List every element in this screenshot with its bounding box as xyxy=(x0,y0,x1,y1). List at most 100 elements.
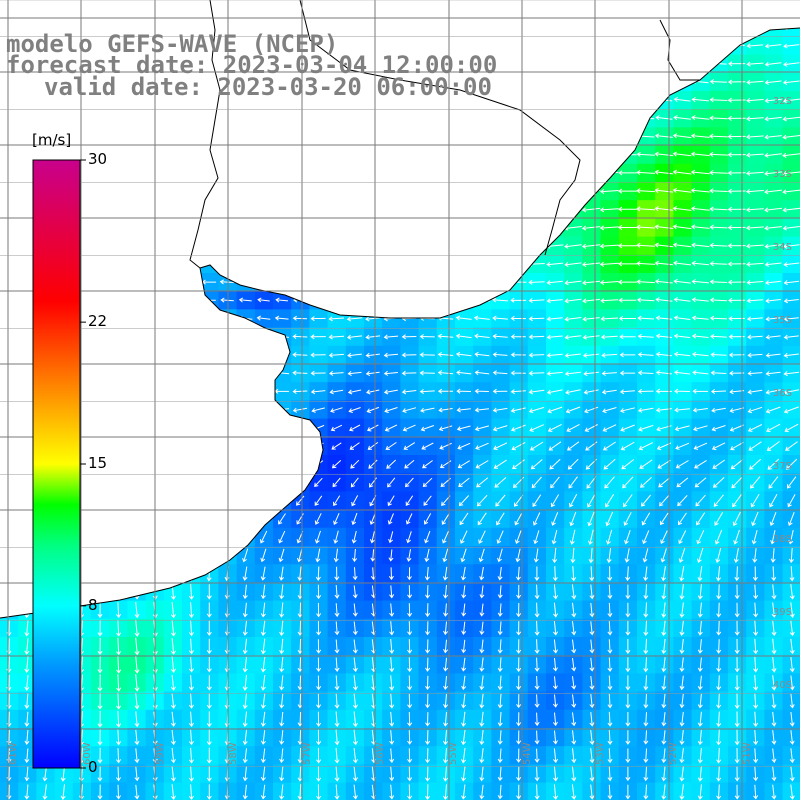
wind-arrow xyxy=(582,262,601,268)
wind-arrow xyxy=(292,151,308,157)
wind-arrow xyxy=(589,748,595,764)
wind-arrow xyxy=(110,334,126,340)
wind-arrow xyxy=(128,116,144,122)
wind-arrow xyxy=(256,115,271,121)
wind-arrow xyxy=(110,279,126,285)
wind-cell xyxy=(236,345,256,365)
wind-arrow xyxy=(582,116,600,122)
wind-arrow xyxy=(492,315,508,321)
wind-cell xyxy=(346,0,365,19)
wind-arrow xyxy=(365,298,381,304)
wind-arrow xyxy=(510,407,526,413)
wind-arrow xyxy=(548,7,562,11)
wind-arrow xyxy=(292,352,308,358)
wind-arrow xyxy=(657,7,672,11)
wind-arrow xyxy=(765,389,781,395)
wind-arrow xyxy=(672,169,692,175)
wind-arrow xyxy=(510,97,526,103)
wind-cell xyxy=(127,345,147,365)
wind-cell xyxy=(491,109,511,128)
wind-arrow xyxy=(771,766,777,782)
wind-arrow xyxy=(260,675,266,691)
wind-cell xyxy=(455,236,474,256)
wind-arrow xyxy=(383,207,399,213)
wind-arrow xyxy=(456,206,472,212)
wind-arrow xyxy=(442,766,448,782)
wind-cell xyxy=(164,0,183,19)
wind-arrow xyxy=(529,424,544,432)
wind-arrow xyxy=(242,748,248,764)
wind-arrow xyxy=(116,655,122,674)
wind-arrow xyxy=(497,585,503,599)
wind-arrow xyxy=(697,747,703,764)
wind-cell xyxy=(728,28,747,37)
wind-arrow xyxy=(114,511,122,527)
wind-arrow xyxy=(75,7,89,11)
wind-arrow xyxy=(19,242,35,248)
wind-cell xyxy=(91,400,110,420)
wind-arrow xyxy=(734,693,740,709)
wind-arrow xyxy=(97,729,103,746)
wind-arrow xyxy=(425,730,431,745)
wind-arrow xyxy=(311,407,325,413)
wind-arrow xyxy=(674,42,690,48)
wind-arrow xyxy=(588,547,594,564)
wind-arrow xyxy=(170,766,176,782)
wind-arrow xyxy=(625,748,631,763)
wind-cell xyxy=(182,546,201,565)
wind-arrow xyxy=(714,512,724,526)
wind-arrow xyxy=(92,206,108,212)
wind-arrow xyxy=(709,133,728,139)
wind-arrow xyxy=(168,476,178,489)
wind-arrow xyxy=(607,621,613,636)
wind-arrow xyxy=(170,711,176,727)
wind-arrow xyxy=(1,407,17,413)
wind-arrow xyxy=(383,261,399,267)
wind-arrow xyxy=(443,639,449,654)
wind-arrow xyxy=(474,115,490,121)
wind-arrow xyxy=(745,189,764,195)
wind-arrow xyxy=(716,747,722,764)
wind-arrow xyxy=(166,8,181,12)
wind-arrow xyxy=(637,315,655,321)
wind-arrow xyxy=(586,476,597,489)
wind-arrow xyxy=(475,442,489,450)
wind-cell xyxy=(163,509,183,529)
wind-arrow xyxy=(531,476,542,489)
wind-cell xyxy=(127,254,147,274)
wind-cell xyxy=(127,327,147,347)
wind-arrow xyxy=(607,657,613,672)
wind-arrow xyxy=(279,675,285,691)
wind-arrow xyxy=(97,566,103,582)
wind-arrow xyxy=(566,8,580,12)
wind-cell xyxy=(163,218,183,238)
wind-arrow xyxy=(607,766,613,782)
wind-arrow xyxy=(310,352,326,358)
wind-cell xyxy=(182,182,201,201)
wind-arrow xyxy=(455,279,472,285)
wind-arrow xyxy=(315,566,321,581)
wind-arrow xyxy=(133,548,139,563)
wind-arrow xyxy=(419,152,436,158)
wind-arrow xyxy=(182,170,199,176)
wind-arrow xyxy=(352,711,358,728)
wind-arrow xyxy=(510,315,527,321)
wind-arrow xyxy=(673,315,691,321)
wind-arrow xyxy=(712,459,725,469)
wind-arrow xyxy=(534,784,540,800)
wind-arrow xyxy=(310,28,326,30)
wind-arrow xyxy=(334,784,340,800)
wind-arrow xyxy=(637,333,654,339)
wind-arrow xyxy=(783,298,799,304)
wind-cell xyxy=(327,127,347,147)
wind-arrow xyxy=(443,675,449,690)
wind-arrow xyxy=(789,748,795,764)
wind-arrow xyxy=(673,96,691,102)
wind-cell xyxy=(455,200,474,219)
wind-cell xyxy=(273,182,292,201)
wind-cell xyxy=(0,473,19,492)
wind-arrow xyxy=(747,370,763,376)
wind-arrow xyxy=(607,639,613,654)
wind-cell xyxy=(637,36,656,56)
wind-arrow xyxy=(771,566,777,582)
